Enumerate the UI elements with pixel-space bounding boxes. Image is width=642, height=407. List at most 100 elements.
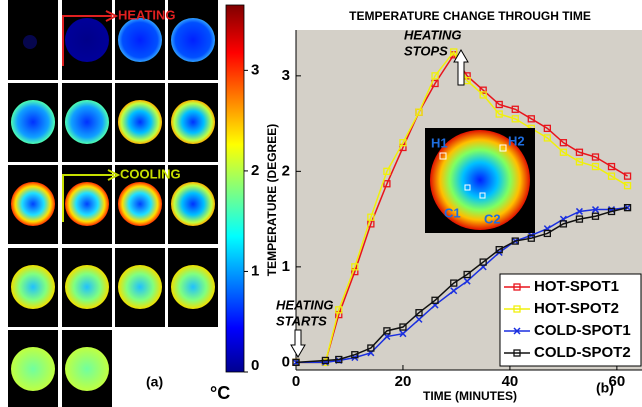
marker [321, 356, 330, 365]
marker [495, 246, 503, 254]
marker [607, 172, 616, 180]
plot: 0 20 40 60 0 1 2 3 [282, 30, 642, 390]
marker [543, 229, 551, 238]
marker [479, 91, 487, 99]
colorbar-tick-label: 2 [251, 162, 259, 179]
legend-label: COLD-SPOT1 [534, 322, 631, 339]
marker [591, 162, 600, 171]
legend-label: COLD-SPOT2 [534, 344, 631, 361]
cooling-label: COOLING [120, 166, 181, 181]
marker [591, 153, 600, 161]
marker [335, 306, 343, 314]
marker [543, 134, 551, 142]
inset-label: C2 [484, 211, 501, 226]
y-tick-label: 0 [282, 353, 290, 370]
x-axis-label: TIME (MINUTES) [423, 389, 517, 403]
legend-marker [513, 327, 521, 335]
annotation-arrow [290, 329, 306, 358]
marker [351, 263, 359, 271]
marker [575, 207, 583, 215]
marker [351, 351, 359, 359]
colorbar-tick-label: 0 [251, 357, 259, 374]
inset-label: H1 [431, 135, 448, 150]
inset-label: H2 [508, 133, 525, 148]
marker [450, 48, 458, 56]
inset-label: C1 [444, 205, 461, 220]
cooling-arrow [62, 169, 121, 222]
marker [511, 237, 519, 245]
marker [399, 139, 407, 147]
y-tick-label: 3 [282, 67, 290, 84]
marker [559, 139, 568, 147]
panel-label: (a) [146, 374, 163, 390]
marker [415, 108, 423, 116]
annotation-arrow [453, 49, 469, 86]
marker [415, 309, 423, 317]
y-tick-label: 1 [282, 258, 290, 275]
marker [450, 279, 458, 287]
marker [292, 358, 300, 366]
heating-label: HEATING [118, 7, 176, 22]
marker [527, 234, 535, 242]
series-line [295, 206, 628, 364]
legend-box [499, 273, 642, 367]
colorbar-tick-label: 3 [251, 61, 259, 78]
marker [543, 124, 551, 133]
x-tick-label: 40 [502, 373, 519, 390]
thermal-images [8, 0, 218, 407]
marker [511, 115, 519, 123]
annotation: HEATING [404, 27, 462, 42]
colorbar [225, 4, 245, 373]
marker [479, 86, 487, 94]
marker [591, 206, 600, 214]
unit-label: °C [210, 383, 230, 403]
marker [495, 110, 503, 118]
marker [399, 323, 407, 331]
legend: HOT-SPOT1 HOT-SPOT2 COLD-SPOT1 COLD-SPOT2 [499, 273, 642, 367]
marker [575, 148, 584, 156]
marker [383, 327, 391, 335]
marker [463, 277, 471, 285]
marker [367, 344, 375, 352]
marker [383, 167, 391, 175]
legend-marker [513, 283, 521, 291]
chart-title: TEMPERATURE CHANGE THROUGH TIME [349, 9, 591, 23]
marker [591, 212, 600, 220]
marker [367, 213, 375, 221]
x-tick-label: 0 [292, 373, 300, 390]
marker [479, 258, 487, 266]
marker [575, 158, 584, 166]
colorbar-axis: 0 1 2 3 [244, 61, 259, 374]
colorbar-tick-label: 1 [251, 262, 259, 279]
inset: H1 H2 C1 C2 [425, 128, 535, 233]
annotation: STARTS [276, 313, 327, 328]
marker [511, 105, 519, 113]
marker [399, 330, 407, 338]
marker [623, 182, 632, 190]
marker [527, 115, 535, 123]
marker [431, 72, 439, 80]
marker [383, 333, 391, 341]
legend-label: HOT-SPOT2 [534, 300, 619, 317]
marker [559, 220, 568, 228]
marker [559, 148, 568, 156]
marker [607, 162, 616, 171]
marker [415, 315, 423, 323]
series-line [296, 50, 628, 364]
marker [623, 172, 632, 180]
marker [495, 100, 503, 109]
legend-marker [513, 349, 521, 357]
heating-arrow [62, 10, 119, 66]
marker [431, 296, 439, 304]
marker [383, 180, 391, 188]
legend-marker [513, 305, 521, 313]
marker [292, 358, 300, 367]
marker [623, 203, 632, 212]
y-tick-label: 2 [282, 162, 290, 179]
x-tick-label: 20 [395, 373, 412, 390]
annotation: HEATING [276, 297, 334, 312]
series-line [296, 53, 628, 364]
marker [624, 204, 632, 212]
y-axis-label: TEMPERATURE (DEGREE) [265, 124, 279, 276]
